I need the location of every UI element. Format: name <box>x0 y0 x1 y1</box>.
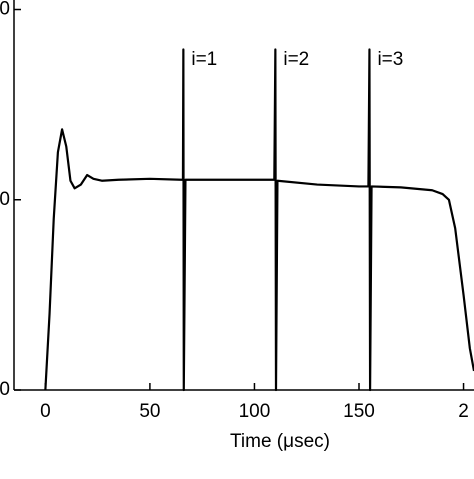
data-line <box>44 48 474 392</box>
x-tick-label: 100 <box>239 401 271 422</box>
annotation: i=3 <box>377 49 403 70</box>
x-tick-label: 50 <box>139 401 160 422</box>
x-axis-label: Time (μsec) <box>230 431 330 452</box>
y-tick-label: 0 <box>0 189 10 210</box>
annotation: i=2 <box>283 49 309 70</box>
y-tick-label: 0 <box>0 0 10 20</box>
annotation: i=1 <box>191 49 217 70</box>
x-tick-label: 0 <box>40 401 51 422</box>
y-tick-label: 0 <box>0 379 10 400</box>
x-tick-label: 2 <box>458 401 469 422</box>
x-tick-label: 150 <box>343 401 375 422</box>
